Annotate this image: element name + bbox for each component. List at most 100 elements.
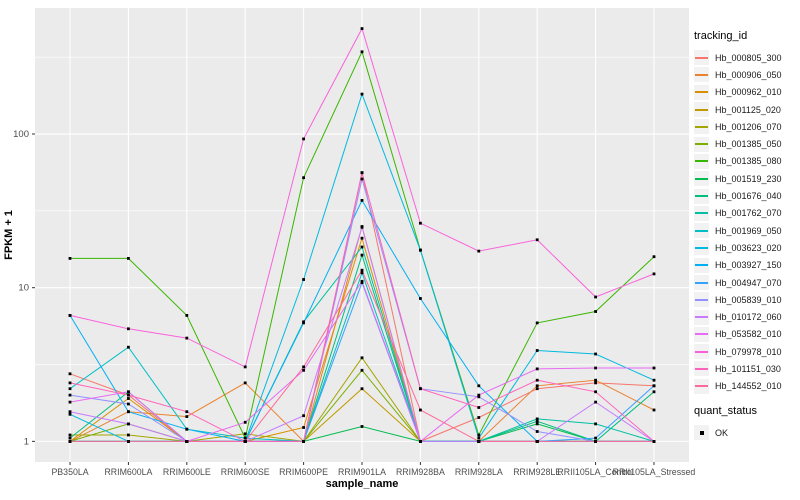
legend-key-line	[695, 160, 708, 163]
data-point	[594, 295, 597, 299]
data-point	[360, 368, 364, 372]
data-point	[477, 395, 481, 399]
legend-key-swatch	[694, 223, 709, 239]
data-point	[535, 238, 539, 242]
data-point	[127, 327, 130, 331]
legend: tracking_id Hb_000805_300 Hb_000906_050 Hb…	[694, 30, 798, 441]
x-tick-label: RRIM928LA	[455, 467, 503, 477]
data-point	[419, 221, 422, 225]
legend-item-label: Hb_001385_050	[715, 139, 782, 150]
data-point	[594, 378, 597, 382]
legend-item-label: Hb_101151_030	[715, 363, 781, 374]
legend-item-Hb_005839_010: Hb_005839_010	[694, 291, 798, 308]
legend-key-line	[695, 108, 708, 111]
legend-key-swatch	[694, 326, 709, 342]
data-point	[302, 365, 305, 369]
data-point	[127, 393, 130, 397]
legend-item-Hb_079978_010: Hb_079978_010	[694, 343, 798, 360]
data-point	[652, 384, 656, 388]
data-point	[594, 440, 597, 443]
data-point	[535, 349, 539, 352]
legend-key-line	[695, 333, 708, 336]
data-point	[477, 406, 481, 409]
legend-key-line	[695, 281, 708, 284]
x-tick-label: RRIM600LE	[163, 467, 211, 477]
data-point	[302, 414, 305, 418]
data-point	[652, 378, 656, 382]
legend-key-line	[695, 143, 708, 146]
data-point	[302, 137, 305, 141]
data-point	[243, 440, 247, 443]
legend-key-swatch	[694, 257, 709, 273]
legend-key-line	[695, 91, 708, 94]
data-point	[419, 297, 422, 300]
legend-key-swatch	[694, 205, 709, 221]
legend-item-Hb_003927_150: Hb_003927_150	[694, 257, 798, 274]
legend-item-label: Hb_001762_070	[715, 208, 782, 219]
data-point	[594, 366, 597, 370]
data-point	[243, 420, 247, 424]
data-point	[535, 419, 539, 423]
data-point	[652, 366, 656, 370]
legend-key-swatch	[694, 240, 709, 256]
legend-key-line	[695, 385, 708, 388]
data-point	[419, 387, 422, 391]
legend-item-Hb_000962_010: Hb_000962_010	[694, 84, 798, 101]
data-point	[127, 397, 130, 400]
data-point	[594, 390, 597, 394]
data-point	[419, 408, 422, 412]
data-point	[302, 176, 305, 180]
data-point	[68, 412, 72, 416]
data-point	[477, 393, 481, 397]
data-point	[594, 381, 597, 385]
data-point	[127, 410, 130, 414]
legend-item-Hb_001676_040: Hb_001676_040	[694, 187, 798, 204]
data-point	[127, 390, 130, 394]
data-point	[127, 440, 130, 443]
legend-item-quant-OK: OK	[694, 424, 798, 441]
x-tick-label: RRII105LA_Control	[557, 467, 633, 477]
data-point	[185, 336, 189, 340]
data-point	[535, 367, 539, 371]
legend-key-swatch	[694, 344, 709, 360]
data-point	[535, 387, 539, 391]
data-point	[360, 199, 364, 202]
legend-key-swatch	[694, 102, 709, 118]
x-tick-label: RRII105LA_Stressed	[613, 467, 696, 477]
legend-item-label: Hb_000805_300	[715, 52, 782, 63]
data-point	[360, 356, 364, 360]
data-point	[127, 402, 130, 406]
data-point	[360, 92, 364, 96]
data-point	[302, 368, 305, 372]
legend-key-line	[695, 56, 708, 59]
data-point	[185, 314, 189, 317]
x-axis-title: sample_name	[326, 478, 399, 490]
legend-key-swatch	[694, 361, 709, 377]
y-axis-title: FPKM + 1	[3, 210, 15, 260]
legend-key-swatch	[694, 84, 709, 100]
legend-key-swatch	[694, 67, 709, 83]
legend-key-line	[695, 316, 708, 319]
data-point	[535, 430, 539, 433]
legend-key-line	[695, 177, 708, 180]
legend-key-swatch	[694, 309, 709, 325]
data-point	[68, 433, 72, 437]
legend-item-Hb_001762_070: Hb_001762_070	[694, 205, 798, 222]
legend-item-Hb_003623_020: Hb_003623_020	[694, 239, 798, 256]
data-point	[594, 400, 597, 404]
x-tick-label: RRIM901LA	[338, 467, 386, 477]
data-point	[594, 436, 597, 440]
legend-item-Hb_101151_030: Hb_101151_030	[694, 360, 798, 377]
legend-key-swatch	[694, 153, 709, 169]
data-point	[360, 225, 364, 229]
data-point	[68, 372, 72, 376]
data-point	[652, 440, 656, 443]
data-point	[127, 433, 130, 437]
data-point	[594, 310, 597, 313]
data-point	[535, 440, 539, 443]
legend-key-line	[695, 73, 708, 76]
data-point	[302, 440, 305, 443]
legend-key-line	[695, 264, 708, 267]
legend-item-label: Hb_003927_150	[715, 260, 782, 271]
